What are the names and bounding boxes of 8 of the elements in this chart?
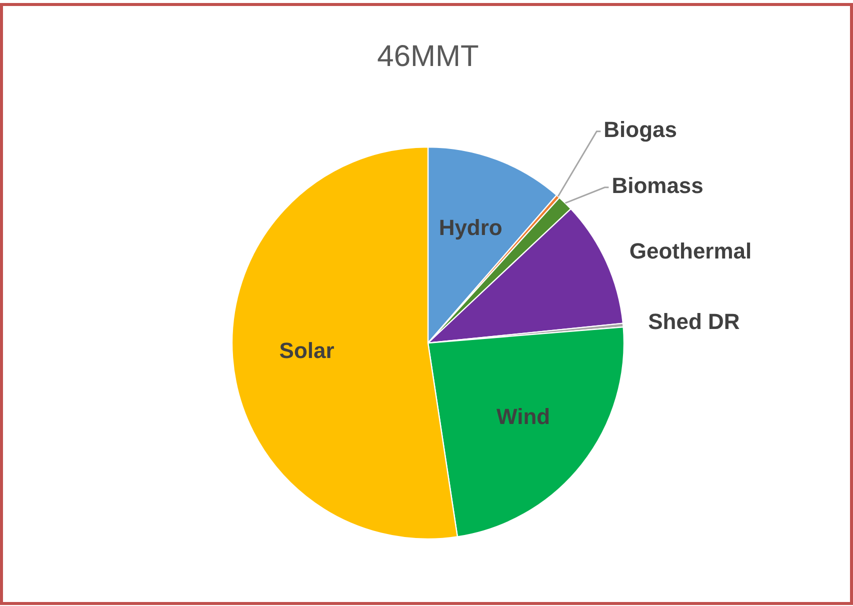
chart-title: 46MMT xyxy=(377,40,479,73)
slice-label: Geothermal xyxy=(629,238,752,264)
slice-label: Wind xyxy=(496,404,550,430)
slice-label: Solar xyxy=(279,338,335,363)
slice-label: Hydro xyxy=(438,215,502,240)
slice-label: Biomass xyxy=(612,173,704,198)
slice-label: Shed DR xyxy=(648,308,740,334)
slice-label: Biogas xyxy=(604,117,678,142)
